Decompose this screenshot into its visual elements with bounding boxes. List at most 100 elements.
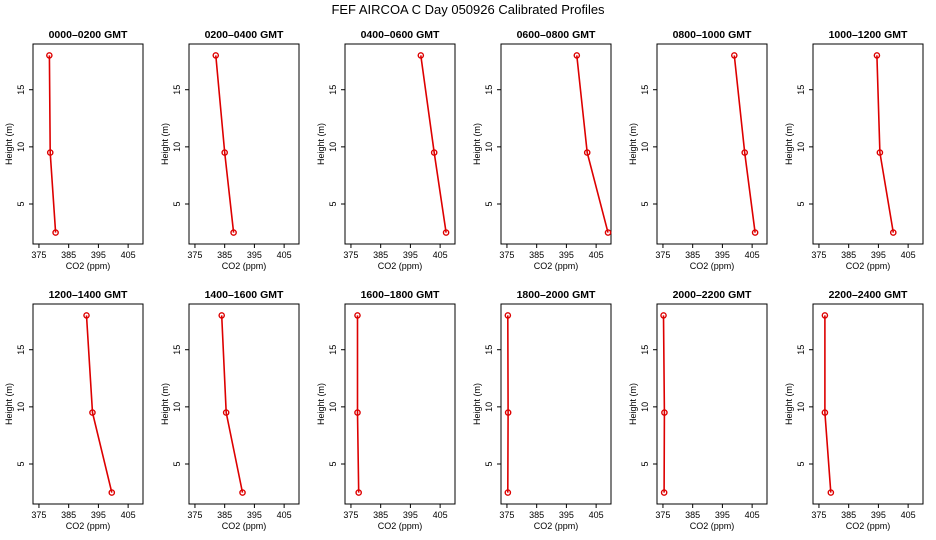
x-tick-label: 375: [655, 510, 670, 520]
x-tick-label: 395: [715, 510, 730, 520]
chart-panel: 1600–1800 GMT 375 385 395 405 5 10 15 CO2 (ppm) H…: [316, 289, 456, 531]
profile-line: [48, 55, 57, 233]
x-axis-label: CO2 (ppm): [66, 261, 111, 271]
panel-title: 0000–0200 GMT: [49, 29, 128, 41]
data-point: [52, 229, 59, 236]
data-point: [89, 409, 96, 416]
profile-line: [220, 315, 244, 493]
y-tick-label: 5: [328, 201, 338, 206]
data-point: [741, 149, 749, 156]
chart-panel: 0600–0800 GMT 375 385 395 405 5 10 15 CO2 (ppm) H…: [472, 29, 612, 271]
x-axis-label: CO2 (ppm): [690, 261, 735, 271]
plot-frame: [188, 43, 300, 245]
panel-grid: 0000–0200 GMT 375 385 395 405 5 10 15 CO2 (ppm) H…: [4, 29, 924, 531]
y-tick-label: 5: [484, 201, 494, 206]
x-axis-label: CO2 (ppm): [846, 261, 891, 271]
y-axis-label: Height (m): [160, 383, 170, 425]
y-axis-label: Height (m): [472, 123, 482, 165]
y-tick-label: 10: [640, 142, 650, 152]
plot-frame: [32, 43, 144, 245]
data-point: [239, 489, 246, 496]
x-tick-label: 405: [433, 510, 448, 520]
y-tick-label: 15: [328, 345, 338, 355]
y-tick-label: 15: [172, 85, 182, 95]
data-point: [354, 409, 361, 416]
y-tick-label: 10: [796, 142, 806, 152]
x-tick-label: 405: [745, 250, 760, 260]
y-tick-label: 15: [796, 345, 806, 355]
x-axis-label: CO2 (ppm): [690, 521, 735, 531]
chart-panel: 2200–2400 GMT 375 385 395 405 5 10 15 CO2 (ppm) H…: [784, 289, 924, 531]
panel-title: 1800–2000 GMT: [517, 289, 596, 301]
x-tick-label: 385: [841, 510, 856, 520]
x-tick-label: 405: [901, 250, 916, 260]
chart-panel: 0200–0400 GMT 375 385 395 405 5 10 15 CO2 (ppm) H…: [160, 29, 300, 271]
x-tick-label: 385: [841, 250, 856, 260]
y-tick-label: 15: [16, 85, 26, 95]
data-point: [83, 312, 90, 319]
panel-title: 1200–1400 GMT: [49, 289, 128, 301]
data-point: [212, 52, 220, 59]
plot-frame: [812, 43, 924, 245]
profile-line: [662, 315, 666, 493]
plot-frame: [500, 303, 612, 505]
y-axis-label: Height (m): [316, 123, 326, 165]
plot-frame: [344, 303, 456, 505]
x-tick-label: 375: [187, 510, 202, 520]
data-point: [661, 409, 668, 416]
chart-panel: 1400–1600 GMT 375 385 395 405 5 10 15 CO2 (ppm) H…: [160, 289, 300, 531]
x-tick-label: 375: [343, 250, 358, 260]
x-tick-label: 395: [715, 250, 730, 260]
chart-panel: 1000–1200 GMT 375 385 395 405 5 10 15 CO2 (ppm) H…: [784, 29, 924, 271]
data-point: [46, 52, 53, 59]
x-tick-label: 405: [121, 250, 136, 260]
data-point: [730, 52, 738, 59]
data-point: [573, 52, 581, 59]
profile-line: [733, 55, 756, 233]
y-tick-label: 10: [796, 402, 806, 412]
x-axis-label: CO2 (ppm): [378, 261, 423, 271]
y-axis-label: Height (m): [628, 123, 638, 165]
y-tick-label: 15: [796, 85, 806, 95]
x-tick-label: 405: [589, 510, 604, 520]
data-point: [218, 312, 226, 319]
x-tick-label: 375: [343, 510, 358, 520]
x-axis-label: CO2 (ppm): [534, 521, 579, 531]
data-point: [751, 229, 759, 236]
x-tick-label: 405: [745, 510, 760, 520]
data-point: [417, 52, 425, 59]
profile-line: [824, 315, 832, 493]
data-point: [355, 489, 362, 496]
y-axis-label: Height (m): [4, 383, 14, 425]
y-tick-label: 15: [484, 345, 494, 355]
panel-title: 1400–1600 GMT: [205, 289, 284, 301]
y-tick-label: 15: [640, 85, 650, 95]
y-tick-label: 10: [328, 142, 338, 152]
x-tick-label: 385: [685, 510, 700, 520]
data-point: [821, 312, 829, 319]
x-tick-label: 395: [871, 510, 886, 520]
y-tick-label: 5: [484, 461, 494, 466]
x-axis-label: CO2 (ppm): [66, 521, 111, 531]
panel-title: 2000–2200 GMT: [673, 289, 752, 301]
profile-line: [420, 55, 447, 233]
x-tick-label: 375: [499, 250, 514, 260]
y-tick-label: 5: [796, 201, 806, 206]
x-tick-label: 385: [685, 250, 700, 260]
profile-line: [576, 55, 609, 233]
y-axis-label: Height (m): [628, 383, 638, 425]
plot-frame: [32, 303, 144, 505]
y-tick-label: 10: [484, 142, 494, 152]
panel-title: 1600–1800 GMT: [361, 289, 440, 301]
data-point: [221, 149, 228, 156]
x-tick-label: 395: [871, 250, 886, 260]
chart-panel: 1800–2000 GMT 375 385 395 405 5 10 15 CO2 (ppm) H…: [472, 289, 612, 531]
y-tick-label: 10: [16, 402, 26, 412]
x-axis-label: CO2 (ppm): [534, 261, 579, 271]
x-tick-label: 405: [277, 510, 292, 520]
x-tick-label: 395: [247, 250, 262, 260]
x-tick-label: 395: [559, 510, 574, 520]
x-tick-label: 405: [901, 510, 916, 520]
y-tick-label: 10: [172, 142, 182, 152]
data-point: [504, 312, 512, 319]
